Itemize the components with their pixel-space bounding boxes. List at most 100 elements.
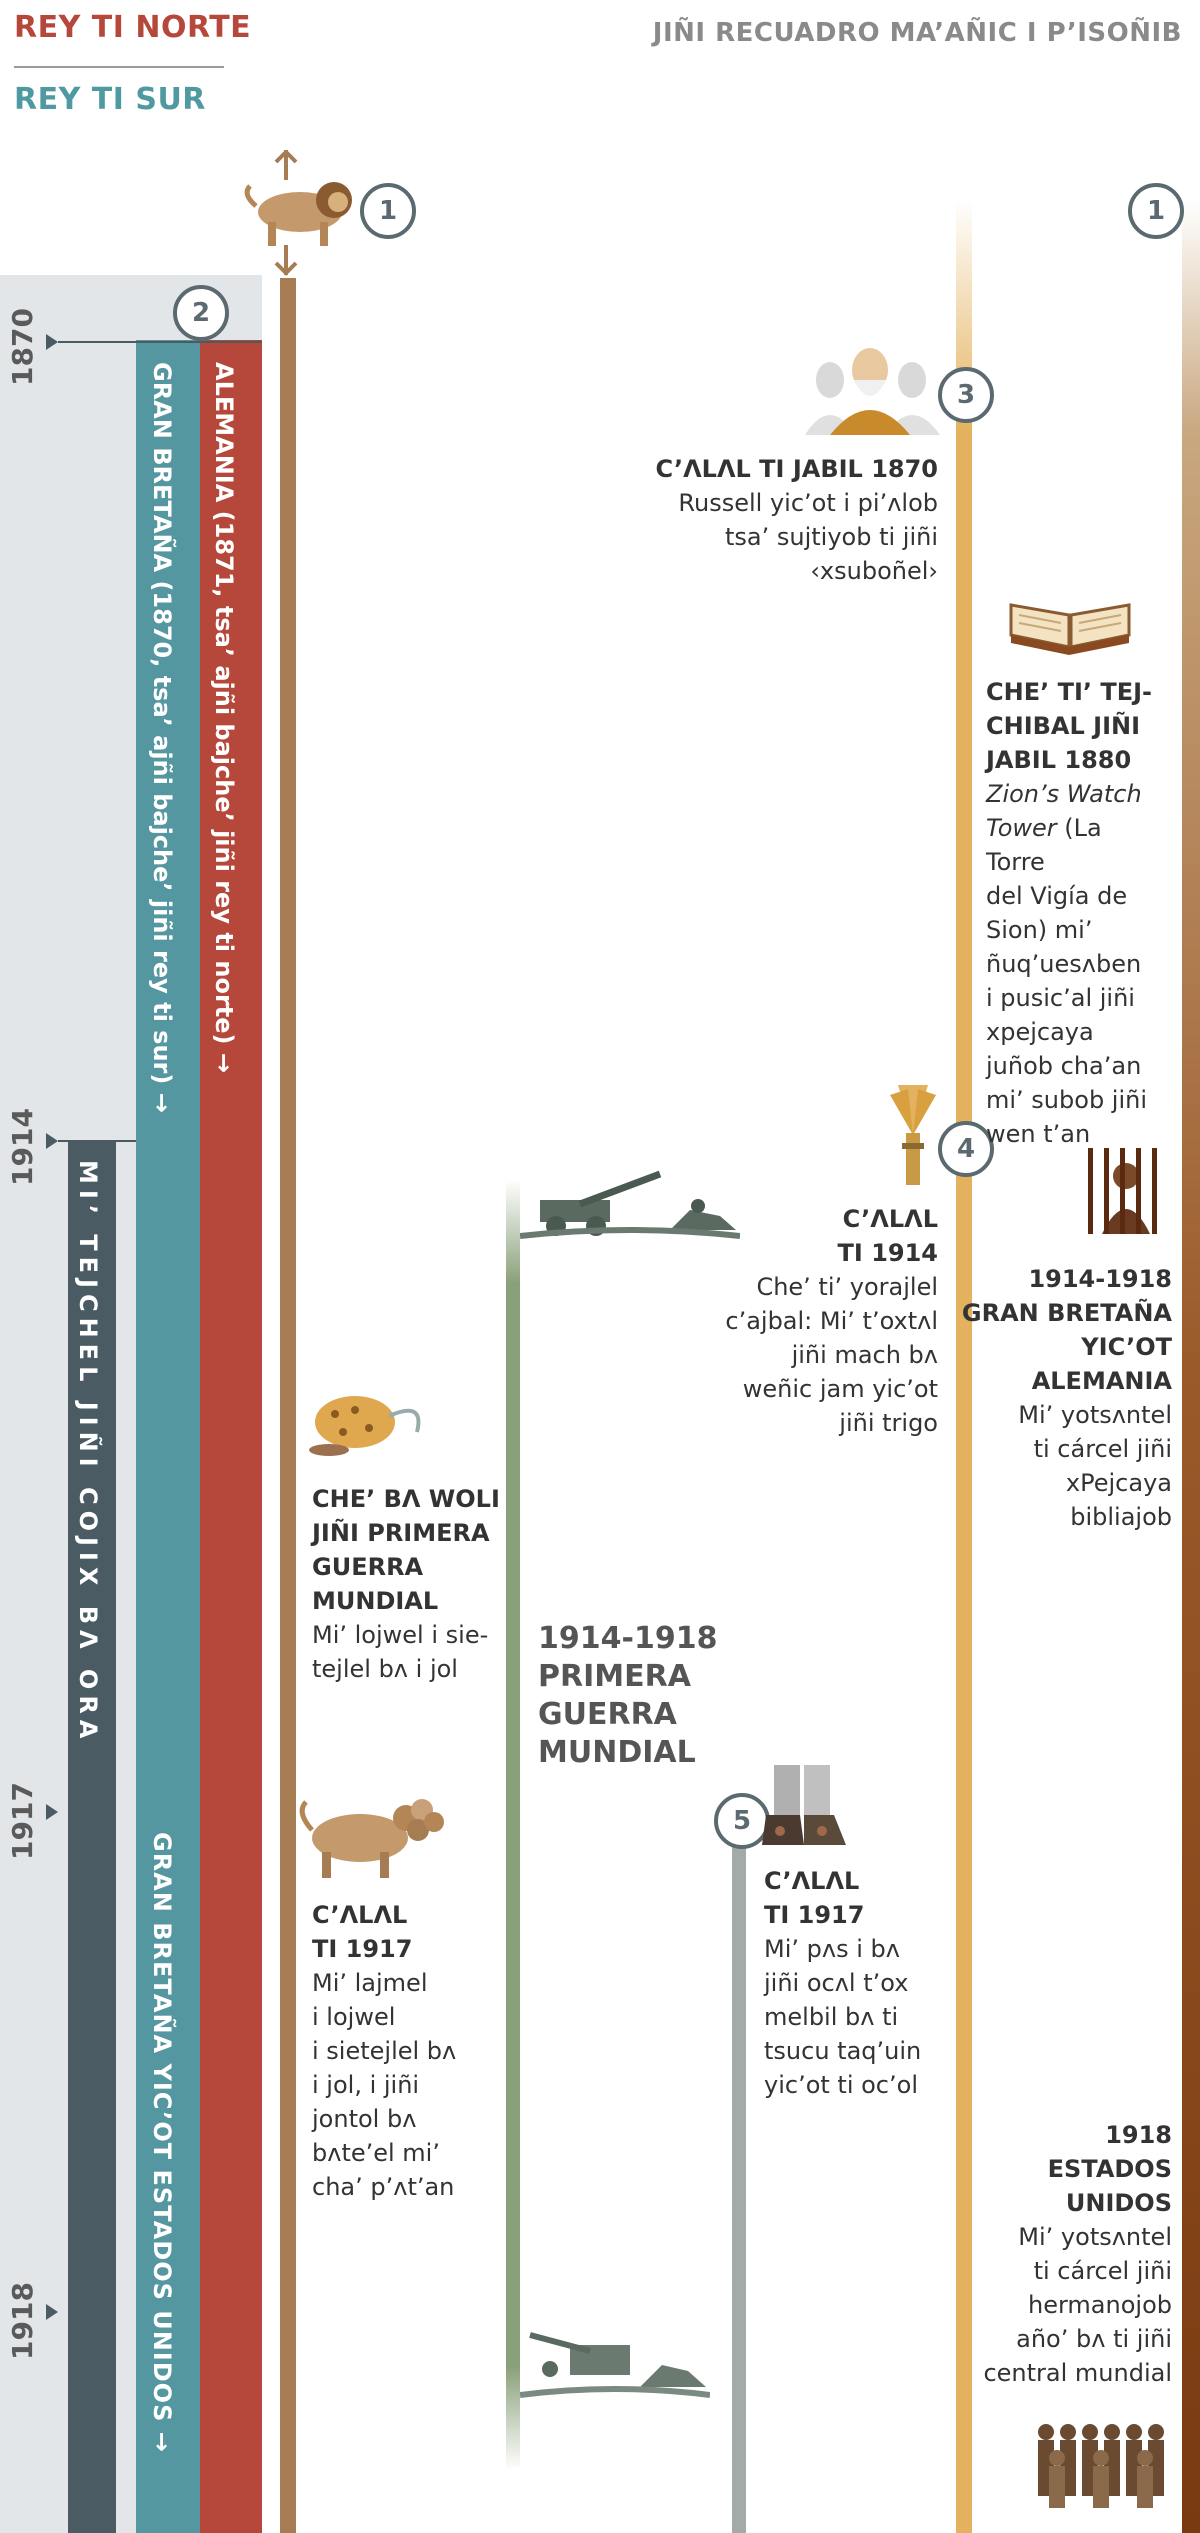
open-book-icon	[1009, 603, 1131, 655]
event-1917a-line: bʌte’el mi’	[312, 2139, 440, 2167]
event-1917a-line: jontol bʌ	[312, 2105, 417, 2133]
legend-divider	[14, 66, 224, 68]
chart-title: JIÑI RECUADRO MA’AÑIC I P’ISOÑIB	[652, 18, 1182, 48]
wheat-bundle-icon	[890, 1085, 936, 1185]
event-1914-line: jiñi mach bʌ	[791, 1341, 938, 1369]
event-1870-line: Russell yic’ot i pi’ʌlob	[678, 489, 938, 517]
event-prison-title: YIC’OT	[1081, 1333, 1172, 1361]
event-prison-title: ALEMANIA	[1031, 1367, 1172, 1395]
event-1914-line: Che’ ti’ yorajlel	[756, 1273, 938, 1301]
event-1917b-line: tsucu taq’uin	[764, 2037, 922, 2065]
germany-bar	[200, 340, 262, 2533]
event-prison-title: GRAN BRETAÑA	[961, 1299, 1172, 1327]
event-during-wwi: CHE’ BɅ WOLI JIÑI PRIMERA GUERRA MUNDIAL…	[312, 1482, 522, 1686]
event-1918-line: ti cárcel jiñi	[1033, 2257, 1172, 2285]
event-1870-line: ‹xsuboñel›	[810, 557, 938, 585]
event-1880-title: CHIBAL JIÑI	[986, 712, 1141, 740]
event-1917a-title: TI 1917	[312, 1935, 413, 1963]
event-1917b-title: C’ɅLɅL	[764, 1867, 860, 1895]
four-headed-leopard-icon	[299, 1799, 444, 1878]
event-1917b-title: TI 1917	[764, 1901, 865, 1929]
anglo-american-label: GRAN BRETAÑA YIC’OT ESTADOS UNIDOS →	[148, 1832, 176, 2453]
marker-circle-2: 2	[173, 285, 229, 341]
year-1870-marker	[46, 334, 58, 350]
event-prison-line: ti cárcel jiñi	[1033, 1435, 1172, 1463]
image-feet-line	[732, 1835, 746, 2533]
event-1870: C’ɅLɅL TI JABIL 1870 Russell yic’ot i pi…	[638, 452, 938, 588]
event-1914-line: jiñi trigo	[839, 1409, 938, 1437]
event-wwi-title: CHE’ BɅ WOLI	[312, 1485, 500, 1513]
lion-icon	[244, 150, 352, 276]
marker-circle-3: 3	[938, 367, 994, 423]
year-1870: 1870	[6, 308, 39, 386]
event-1914-title: C’ɅLɅL	[842, 1205, 938, 1233]
event-1917a-line: cha’ p’ʌt’an	[312, 2173, 455, 2201]
britain-label: GRAN BRETAÑA (1870, tsa’ ajñi bajche’ ji…	[148, 362, 176, 1113]
year-1918: 1918	[6, 2282, 39, 2360]
last-days-bar	[68, 1140, 116, 2533]
event-1914: C’ɅLɅL TI 1914 Che’ ti’ yorajlel c’ajbal…	[698, 1202, 938, 1440]
soldiers-icon-lower	[520, 2332, 710, 2398]
iron-clay-feet-icon	[762, 1765, 846, 1845]
wwi-label-line: PRIMERA GUERRA	[538, 1659, 691, 1732]
wwi-label-line: MUNDIAL	[538, 1735, 696, 1770]
wwi-label: 1914-1918 PRIMERA GUERRA MUNDIAL	[538, 1620, 838, 1772]
event-1870-title: C’ɅLɅL TI JABIL 1870	[655, 455, 938, 483]
event-1917b-line: Mi’ pʌs i bʌ	[764, 1935, 900, 1963]
marker-circle-1-right: 1	[1128, 183, 1184, 239]
event-1880-title: JABIL 1880	[986, 746, 1132, 774]
event-1880-line: xpejcaya	[986, 1018, 1094, 1046]
event-prison-title: 1914-1918	[1028, 1265, 1172, 1293]
event-1880: CHE’ TI’ TEJ- CHIBAL JIÑI JABIL 1880 Zio…	[986, 675, 1156, 1151]
event-1880-line: ñuq’uesʌben	[986, 950, 1142, 978]
event-1870-line: tsa’ sujtiyob ti jiñi	[724, 523, 938, 551]
beast-line	[280, 278, 296, 2533]
event-1880-magazine: Tower	[986, 814, 1057, 842]
event-1917a-line: i lojwel	[312, 2003, 396, 2031]
year-1870-line	[58, 341, 262, 343]
event-1914-title: TI 1914	[837, 1239, 938, 1267]
last-days-label: MI’ TEJCHEL JIÑI COJIX BɅ ORA	[74, 1160, 102, 1745]
marker-circle-1: 1	[360, 183, 416, 239]
event-1880-line: i pusic’al jiñi	[986, 984, 1135, 1012]
event-1917a-line: i jol, i jiñi	[312, 2071, 420, 2099]
soldiers-icon	[520, 1170, 740, 1239]
event-prison-line: bibliajob	[1070, 1503, 1172, 1531]
event-wwi-line: tejlel bʌ i jol	[312, 1655, 458, 1683]
event-1917a-line: Mi’ lajmel	[312, 1969, 428, 1997]
event-1880-title: CHE’ TI’ TEJ-	[986, 678, 1152, 706]
event-prison-line: xPejcaya	[1065, 1469, 1172, 1497]
anointed-line	[956, 200, 972, 2533]
year-1917-marker	[46, 1804, 58, 1820]
britain-bar	[136, 340, 200, 2533]
event-1918-title: 1918	[1105, 2121, 1172, 2149]
prophecy-line	[1182, 200, 1200, 2533]
event-1880-line: wen t’an	[986, 1120, 1091, 1148]
prisoner-icon	[1088, 1148, 1157, 1234]
legend-king-south: REY TI SUR	[14, 82, 206, 117]
event-1918-line: hermanojob	[1028, 2291, 1172, 2319]
event-wwi-title: MUNDIAL	[312, 1587, 439, 1615]
event-1918-line: Mi’ yotsʌntel	[1018, 2223, 1172, 2251]
marker-circle-4: 4	[938, 1121, 994, 1177]
event-1880-line: (La Torre	[986, 814, 1102, 876]
event-1914-1918-prison: 1914-1918 GRAN BRETAÑA YIC’OT ALEMANIA M…	[952, 1262, 1172, 1534]
year-1914-marker	[46, 1133, 58, 1149]
event-1918-line: central mundial	[983, 2359, 1172, 2387]
event-wwi-title: JIÑI PRIMERA	[312, 1519, 490, 1547]
event-wwi-line: Mi’ lojwel i sie-	[312, 1621, 489, 1649]
wwi-line	[506, 1180, 520, 2470]
year-1914-line	[58, 1140, 136, 1142]
event-1880-magazine: Zion’s Watch	[986, 780, 1142, 808]
russell-portrait-icon	[805, 348, 940, 435]
year-1914: 1914	[6, 1108, 39, 1186]
event-wwi-title: GUERRA	[312, 1553, 424, 1581]
event-1918-title: ESTADOS	[1047, 2155, 1172, 2183]
event-prison-line: Mi’ yotsʌntel	[1018, 1401, 1172, 1429]
event-1918: 1918 ESTADOS UNIDOS Mi’ yotsʌntel ti cár…	[952, 2118, 1172, 2390]
year-1918-marker	[46, 2304, 58, 2320]
event-1914-line: c’ajbal: Mi’ t’oxtʌl	[725, 1307, 938, 1335]
event-1880-line: Sion) mi’	[986, 916, 1093, 944]
event-1917b-line: melbil bʌ ti	[764, 2003, 899, 2031]
event-1880-line: juñob cha’an	[986, 1052, 1142, 1080]
